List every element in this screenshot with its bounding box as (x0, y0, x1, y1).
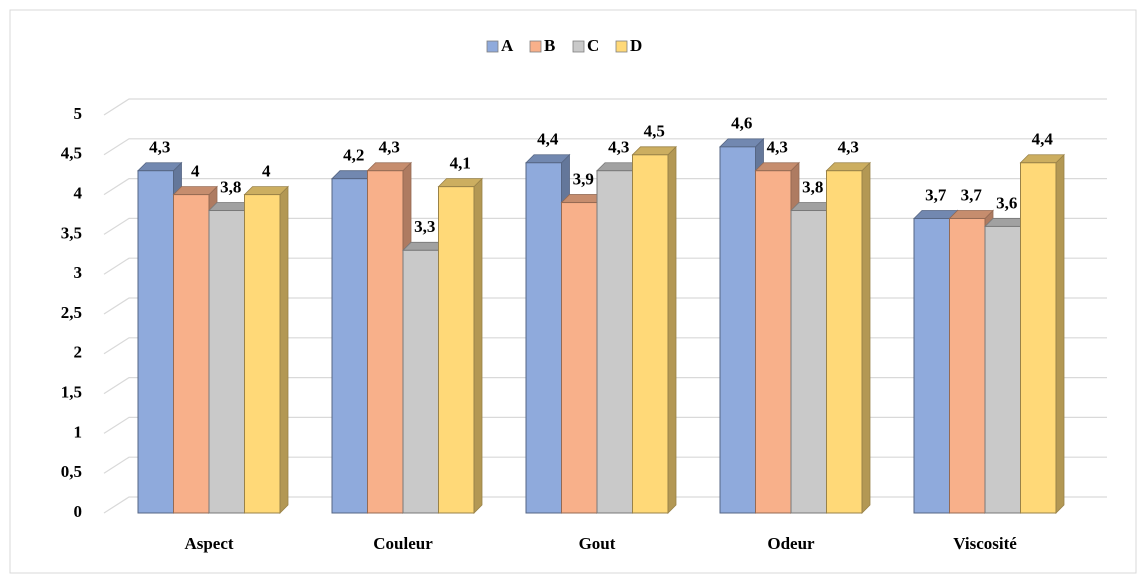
bar-side (279, 185, 289, 514)
bar-side (667, 145, 677, 514)
legend-swatch (572, 40, 585, 53)
value-label: 3,7 (925, 185, 947, 204)
value-label: 4 (262, 162, 271, 181)
value-label: 4,3 (767, 138, 788, 157)
y-tick-label: 3,5 (61, 223, 82, 242)
grid-line (103, 138, 1107, 156)
value-label: 4,3 (608, 138, 629, 157)
bar-top (137, 162, 183, 172)
bar-top (525, 154, 571, 164)
x-tick-label: Aspect (184, 534, 233, 553)
value-label: 3,8 (220, 177, 241, 196)
bar-top (366, 162, 412, 172)
bar-side (1055, 153, 1065, 514)
bar-front (826, 170, 863, 514)
y-tick-label: 5 (74, 104, 83, 123)
bar (631, 145, 677, 514)
bar-top (631, 146, 677, 156)
value-label: 3,6 (996, 193, 1017, 212)
bar-front (402, 249, 439, 514)
grid-line (103, 98, 1107, 116)
value-label: 4,3 (379, 138, 400, 157)
y-tick-label: 4,5 (61, 144, 82, 163)
bar-front (949, 217, 986, 514)
bar-front (331, 178, 368, 514)
bar-side (473, 177, 483, 514)
value-label: 4,4 (1032, 130, 1054, 149)
bar-front (173, 194, 210, 514)
y-tick-label: 0,5 (61, 462, 82, 481)
x-tick-label: Gout (579, 534, 616, 553)
bar-front (913, 217, 950, 514)
legend-swatch (615, 40, 628, 53)
bar-front (790, 210, 827, 514)
legend-swatch (529, 40, 542, 53)
bar (437, 177, 483, 514)
legend-label: C (587, 36, 599, 55)
x-tick-label: Couleur (373, 534, 433, 553)
value-label: 4,6 (731, 114, 752, 133)
y-tick-label: 3 (74, 263, 83, 282)
y-tick-label: 1 (74, 422, 83, 441)
value-label: 4 (191, 162, 200, 181)
value-label: 4,3 (838, 138, 859, 157)
bar-front (984, 225, 1021, 514)
bar-top (1019, 154, 1065, 164)
value-label: 4,3 (149, 138, 170, 157)
bar-top (754, 162, 800, 172)
bar-front (244, 194, 281, 514)
bar-top (243, 186, 289, 195)
legend-label: B (544, 36, 555, 55)
bar-front (596, 170, 633, 514)
value-label: 4,5 (644, 122, 665, 141)
y-tick-label: 0 (74, 502, 83, 521)
value-label: 3,9 (573, 169, 594, 188)
bar-top (948, 210, 994, 219)
bar (1019, 153, 1065, 514)
bar-top (719, 138, 765, 148)
value-label: 3,3 (414, 217, 435, 236)
bar-top (172, 186, 218, 195)
value-label: 4,1 (450, 154, 471, 173)
bar-top (437, 178, 483, 188)
bar-side (861, 161, 871, 514)
legend-label: A (501, 36, 514, 55)
value-label: 3,7 (961, 185, 983, 204)
bar-front (632, 154, 669, 514)
bar-front (438, 186, 475, 514)
y-tick-label: 4 (74, 184, 83, 203)
value-label: 4,4 (537, 130, 559, 149)
bar-front (137, 170, 174, 514)
bar-top (825, 162, 871, 172)
legend-label: D (630, 36, 642, 55)
bar-front (1020, 162, 1057, 514)
bar (825, 161, 871, 514)
bar (243, 185, 289, 514)
bar-front (208, 210, 245, 514)
bar-front (719, 146, 756, 514)
x-tick-label: Odeur (767, 534, 815, 553)
bar-front (561, 202, 598, 514)
bar-front (755, 170, 792, 514)
bar-front (525, 162, 562, 514)
value-label: 4,2 (343, 146, 364, 165)
value-label: 3,8 (802, 177, 823, 196)
legend-swatch (486, 40, 499, 53)
y-tick-label: 2 (74, 343, 83, 362)
y-tick-label: 2,5 (61, 303, 82, 322)
y-tick-label: 1,5 (61, 383, 82, 402)
bar-front (367, 170, 404, 514)
x-tick-label: Viscosité (953, 534, 1017, 553)
